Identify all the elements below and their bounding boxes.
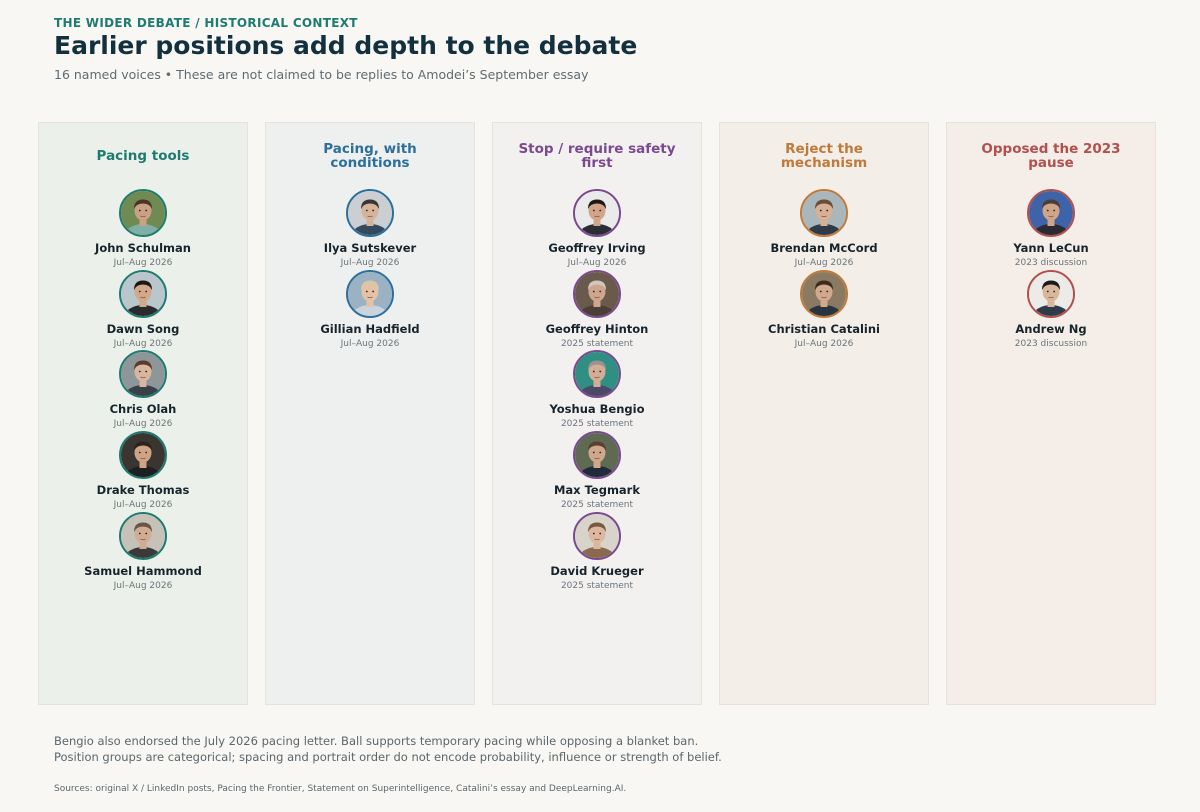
portrait-icon bbox=[800, 269, 848, 318]
person-name: Ilya Sutskever bbox=[323, 241, 417, 255]
person-source-date: 2025 statement bbox=[560, 580, 634, 591]
person-name: Geoffrey Hinton bbox=[545, 321, 649, 336]
person-name: Drake Thomas bbox=[96, 483, 190, 498]
person-card: Samuel Hammond Jul–Aug 2026 bbox=[39, 511, 247, 593]
person-source-date: 2023 discussion bbox=[1014, 338, 1088, 349]
person-card: David Krueger 2025 statement bbox=[493, 511, 701, 593]
person-name: John Schulman bbox=[95, 241, 191, 255]
column-pacing-tools: Pacing tools John Schulman Jul–Aug 2026 Daw… bbox=[38, 122, 248, 705]
person-name: Gillian Hadfield bbox=[320, 321, 420, 336]
person-card: John Schulman Jul–Aug 2026 bbox=[39, 189, 247, 270]
person-name: Dawn Song bbox=[106, 321, 180, 336]
portrait-icon bbox=[1027, 269, 1075, 318]
person-name: Max Tegmark bbox=[553, 483, 641, 498]
person-source-date: Jul–Aug 2026 bbox=[113, 580, 173, 591]
person-list: John Schulman Jul–Aug 2026 Dawn Song Jul–Au… bbox=[39, 189, 247, 592]
person-name: Christian Catalini bbox=[768, 321, 880, 336]
column-heading: Pacing tools bbox=[96, 148, 190, 164]
person-card: Drake Thomas Jul–Aug 2026 bbox=[39, 431, 247, 512]
person-card: Brendan McCord Jul–Aug 2026 bbox=[720, 189, 928, 270]
page-subtitle: 16 named voices • These are not claimed … bbox=[54, 67, 589, 82]
footnote: Bengio also endorsed the July 2026 pacin… bbox=[54, 733, 722, 765]
person-list: Ilya Sutskever Jul–Aug 2026 Gillian Hadfie… bbox=[266, 189, 474, 350]
position-columns: Pacing tools John Schulman Jul–Aug 2026 Daw… bbox=[38, 122, 1156, 705]
portrait-icon bbox=[1027, 189, 1075, 237]
person-name: Yann LeCun bbox=[1013, 241, 1089, 255]
column-opposed-the-2023-pause: Opposed the 2023 pause Yann LeCun 2023 dis… bbox=[946, 122, 1156, 705]
portrait-icon bbox=[346, 189, 394, 237]
column-heading: Pacing, with conditions bbox=[323, 141, 417, 171]
column-pacing-with-conditions: Pacing, with conditions Ilya Sutskever Jul… bbox=[265, 122, 475, 705]
person-card: Christian Catalini Jul–Aug 2026 bbox=[720, 269, 928, 351]
person-name: Samuel Hammond bbox=[84, 563, 202, 578]
person-source-date: Jul–Aug 2026 bbox=[567, 258, 627, 268]
portrait-icon bbox=[119, 511, 167, 560]
column-heading: Stop / require safety first bbox=[518, 141, 676, 171]
column-heading: Reject the mechanism bbox=[780, 141, 868, 171]
person-card: Max Tegmark 2025 statement bbox=[493, 431, 701, 512]
person-card: Dawn Song Jul–Aug 2026 bbox=[39, 269, 247, 351]
portrait-icon bbox=[800, 189, 848, 237]
footnote-line-1: Bengio also endorsed the July 2026 pacin… bbox=[54, 734, 699, 748]
person-source-date: Jul–Aug 2026 bbox=[340, 338, 400, 349]
person-source-date: Jul–Aug 2026 bbox=[113, 338, 173, 349]
column-stop-require-safety-first: Stop / require safety first Geoffrey Irvi… bbox=[492, 122, 702, 705]
column-heading: Opposed the 2023 pause bbox=[981, 141, 1121, 171]
portrait-icon bbox=[573, 431, 621, 480]
person-source-date: Jul–Aug 2026 bbox=[340, 258, 400, 268]
person-card: Geoffrey Hinton 2025 statement bbox=[493, 269, 701, 351]
person-source-date: Jul–Aug 2026 bbox=[113, 500, 173, 511]
person-source-date: 2025 statement bbox=[560, 419, 634, 430]
person-card: Chris Olah Jul–Aug 2026 bbox=[39, 350, 247, 431]
person-source-date: 2023 discussion bbox=[1014, 258, 1088, 268]
portrait-icon bbox=[119, 350, 167, 399]
section-kicker: THE WIDER DEBATE / HISTORICAL CONTEXT bbox=[54, 16, 358, 30]
portrait-icon bbox=[573, 269, 621, 318]
person-list: Yann LeCun 2023 discussion Andrew Ng 2023 d… bbox=[947, 189, 1155, 350]
column-reject-the-mechanism: Reject the mechanism Brendan McCord Jul–Au… bbox=[719, 122, 929, 705]
person-card: Geoffrey Irving Jul–Aug 2026 bbox=[493, 189, 701, 270]
person-source-date: Jul–Aug 2026 bbox=[794, 338, 854, 349]
portrait-icon bbox=[119, 189, 167, 237]
portrait-icon bbox=[573, 350, 621, 399]
portrait-icon bbox=[573, 511, 621, 560]
person-card: Ilya Sutskever Jul–Aug 2026 bbox=[266, 189, 474, 270]
portrait-icon bbox=[119, 431, 167, 480]
person-source-date: 2025 statement bbox=[560, 500, 634, 511]
person-name: Brendan McCord bbox=[770, 241, 878, 255]
person-card: Yann LeCun 2023 discussion bbox=[947, 189, 1155, 270]
person-name: Chris Olah bbox=[109, 402, 177, 417]
person-list: Brendan McCord Jul–Aug 2026 Christian Cata… bbox=[720, 189, 928, 350]
person-source-date: Jul–Aug 2026 bbox=[113, 258, 173, 268]
sources-line: Sources: original X / LinkedIn posts, Pa… bbox=[54, 784, 627, 794]
person-card: Andrew Ng 2023 discussion bbox=[947, 269, 1155, 351]
person-source-date: Jul–Aug 2026 bbox=[113, 419, 173, 430]
person-card: Yoshua Bengio 2025 statement bbox=[493, 350, 701, 431]
page-title: Earlier positions add depth to the debat… bbox=[54, 31, 638, 60]
portrait-icon bbox=[573, 189, 621, 237]
person-card: Gillian Hadfield Jul–Aug 2026 bbox=[266, 269, 474, 351]
person-name: Yoshua Bengio bbox=[549, 402, 645, 417]
portrait-icon bbox=[346, 269, 394, 318]
portrait-icon bbox=[119, 269, 167, 318]
person-source-date: Jul–Aug 2026 bbox=[794, 258, 854, 268]
person-name: Andrew Ng bbox=[1015, 321, 1087, 336]
person-list: Geoffrey Irving Jul–Aug 2026 Geoffrey Hint… bbox=[493, 189, 701, 592]
person-name: David Krueger bbox=[550, 563, 644, 578]
person-source-date: 2025 statement bbox=[560, 338, 634, 349]
footnote-line-2: Position groups are categorical; spacing… bbox=[54, 750, 722, 764]
person-name: Geoffrey Irving bbox=[548, 241, 646, 255]
